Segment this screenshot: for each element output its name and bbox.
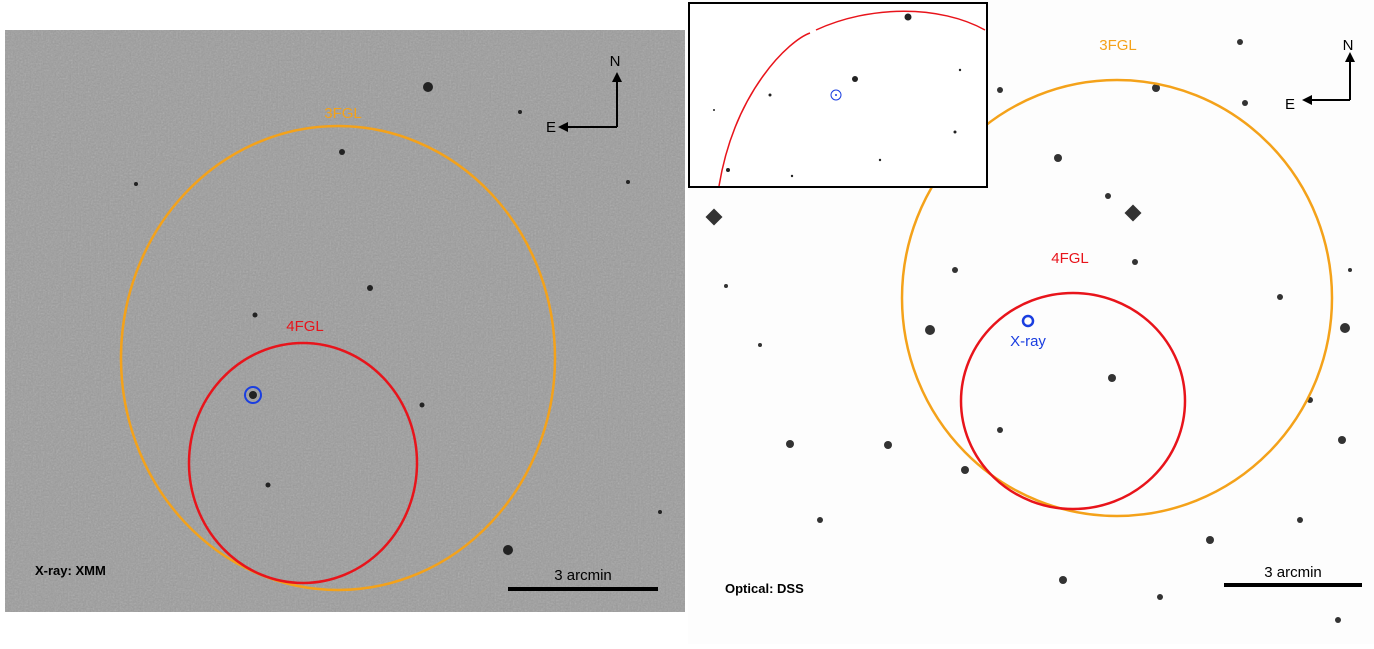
xmm-panel: 3FGL 4FGL N E X-ray: XMM 3 arcmin: [5, 30, 685, 612]
compass-n: N: [1343, 37, 1354, 54]
label-3fgl: 3FGL: [324, 105, 362, 122]
page: 3FGL 4FGL N E X-ray: XMM 3 arcmin: [0, 0, 1374, 644]
compass-n: N: [610, 53, 621, 70]
label-xray: X-ray: [1010, 333, 1046, 350]
caption: X-ray: XMM: [35, 563, 106, 578]
inset-frame: [689, 3, 987, 187]
caption: Optical: DSS: [725, 581, 804, 596]
inset-xray-dot: [835, 94, 837, 96]
compass-e: E: [546, 119, 556, 136]
label-3fgl: 3FGL: [1099, 37, 1137, 54]
figure: 3FGL 4FGL N E X-ray: XMM 3 arcmin: [0, 0, 1374, 644]
scale-label: 3 arcmin: [554, 567, 612, 584]
compass-e: E: [1285, 96, 1295, 113]
inset: [689, 3, 987, 187]
label-4fgl: 4FGL: [1051, 250, 1089, 267]
dss-panel: 3FGL 4FGL X-ray N E Optical: DSS 3 arcmi…: [688, 0, 1374, 644]
label-4fgl: 4FGL: [286, 318, 324, 335]
scale-label: 3 arcmin: [1264, 564, 1322, 581]
